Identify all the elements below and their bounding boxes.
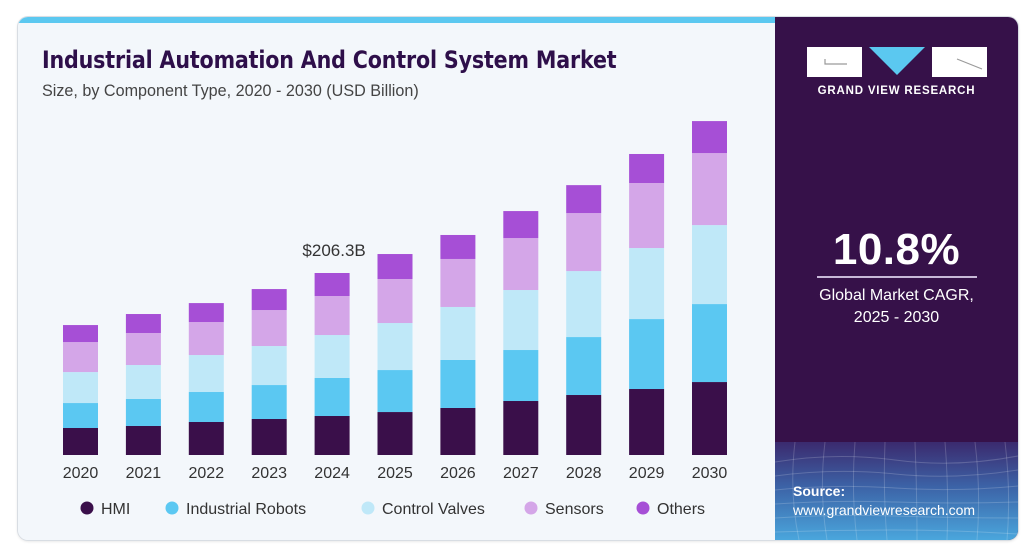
bar-industrial-robots-2030: [692, 304, 727, 383]
bar-sensors-2027: [503, 238, 539, 291]
bar-others-2024: [314, 273, 350, 297]
accent-strip: [18, 17, 775, 23]
bar-hmi-2027: [503, 401, 539, 455]
grid-pattern-icon: [775, 442, 1018, 540]
x-tick-label: 2029: [629, 465, 665, 482]
bar-sensors-2021: [125, 332, 161, 366]
bar-hmi-2021: [125, 425, 161, 455]
source-label: Source:: [793, 483, 846, 499]
bar-industrial-robots-2024: [314, 377, 350, 417]
cagr-label-line2: 2025 - 2030: [853, 309, 940, 326]
bar-control-valves-2026: [440, 306, 476, 360]
bar-others-2028: [566, 185, 602, 214]
legend-label: Others: [657, 501, 705, 518]
cagr-value: 10.8%: [832, 225, 961, 274]
bar-hmi-2025: [377, 412, 413, 455]
x-tick-label: 2020: [63, 465, 99, 482]
bar-others-2021: [125, 314, 161, 333]
bar-industrial-robots-2022: [188, 392, 224, 423]
bar-hmi-2024: [314, 416, 350, 455]
chart-subtitle: Size, by Component Type, 2020 - 2030 (US…: [42, 81, 419, 100]
bar-industrial-robots-2025: [377, 370, 413, 413]
bar-hmi-2026: [440, 407, 476, 455]
legend-label: Industrial Robots: [186, 501, 306, 518]
bar-control-valves-2024: [314, 335, 350, 378]
source-background: [775, 442, 1018, 540]
legend-label: Sensors: [545, 501, 604, 518]
bar-sensors-2022: [188, 322, 224, 356]
bar-others-2030: [692, 121, 727, 154]
cagr-label-line1: Global Market CAGR,: [819, 287, 974, 304]
x-tick-label: 2025: [377, 465, 413, 482]
x-tick-label: 2030: [692, 465, 728, 482]
cagr-divider: [817, 276, 977, 278]
legend-marker-industrial-robots: [165, 501, 179, 515]
bar-hmi-2023: [251, 419, 287, 455]
bar-sensors-2028: [566, 213, 602, 272]
chart-title: Industrial Automation And Control System…: [42, 46, 617, 74]
infographic-card: Industrial Automation And Control System…: [18, 17, 1018, 540]
bar-others-2025: [377, 254, 413, 279]
legend-marker-control-valves: [361, 501, 375, 515]
bar-control-valves-2021: [125, 365, 161, 399]
bar-industrial-robots-2026: [440, 359, 476, 408]
legend-marker-hmi: [80, 501, 94, 515]
bar-control-valves-2027: [503, 290, 539, 351]
bar-others-2026: [440, 234, 476, 259]
x-tick-label: 2024: [314, 465, 350, 482]
bar-others-2029: [629, 153, 665, 184]
gvr-logo-icon: [807, 47, 987, 77]
bar-control-valves-2023: [251, 346, 287, 386]
brand-name: GRAND VIEW RESEARCH: [817, 85, 976, 97]
bar-others-2027: [503, 211, 539, 239]
x-tick-label: 2021: [126, 465, 162, 482]
bar-hmi-2020: [63, 428, 98, 455]
legend-label: HMI: [101, 501, 130, 518]
bar-industrial-robots-2029: [629, 319, 665, 390]
legend-marker-sensors: [524, 501, 538, 515]
bar-sensors-2025: [377, 278, 413, 324]
x-tick-label: 2028: [566, 465, 602, 482]
bar-hmi-2028: [566, 395, 602, 455]
stacked-bar-chart: 2020 2021 2022 2023 2024 $206.3B 2025 2026 2027 2…: [63, 121, 728, 518]
bar-industrial-robots-2027: [503, 350, 539, 402]
value-annotation: $206.3B: [302, 241, 365, 260]
brand-panel: GRAND VIEW RESEARCH 10.8% Global Market …: [775, 17, 1018, 540]
x-tick-label: 2022: [189, 465, 225, 482]
bar-hmi-2029: [629, 389, 665, 455]
legend-label: Control Valves: [382, 501, 485, 518]
bar-control-valves-2025: [377, 323, 413, 371]
x-tick-label: 2027: [503, 465, 539, 482]
cagr-label: Global Market CAGR, 2025 - 2030: [775, 285, 1018, 329]
x-tick-label: 2026: [440, 465, 476, 482]
bar-industrial-robots-2028: [566, 337, 602, 396]
bar-others-2022: [188, 303, 224, 323]
bar-sensors-2030: [692, 153, 727, 226]
bar-others-2023: [251, 289, 287, 311]
bar-control-valves-2028: [566, 271, 602, 338]
bar-industrial-robots-2021: [125, 398, 161, 426]
bar-sensors-2026: [440, 258, 476, 307]
bar-control-valves-2022: [188, 355, 224, 393]
bar-hmi-2022: [188, 422, 224, 455]
bar-sensors-2024: [314, 296, 350, 336]
bar-sensors-2023: [251, 310, 287, 347]
legend-marker-others: [636, 501, 650, 515]
bar-industrial-robots-2020: [63, 403, 98, 429]
x-tick-label: 2023: [251, 465, 287, 482]
bar-control-valves-2030: [692, 225, 727, 305]
bar-industrial-robots-2023: [251, 385, 287, 420]
bar-sensors-2020: [63, 342, 98, 373]
source-url[interactable]: www.grandviewresearch.com: [793, 502, 976, 518]
bar-sensors-2029: [629, 183, 665, 249]
bar-hmi-2030: [692, 382, 727, 455]
bar-control-valves-2020: [63, 372, 98, 404]
chart-panel: Industrial Automation And Control System…: [18, 17, 775, 540]
bar-others-2020: [63, 325, 98, 343]
bar-control-valves-2029: [629, 248, 665, 320]
